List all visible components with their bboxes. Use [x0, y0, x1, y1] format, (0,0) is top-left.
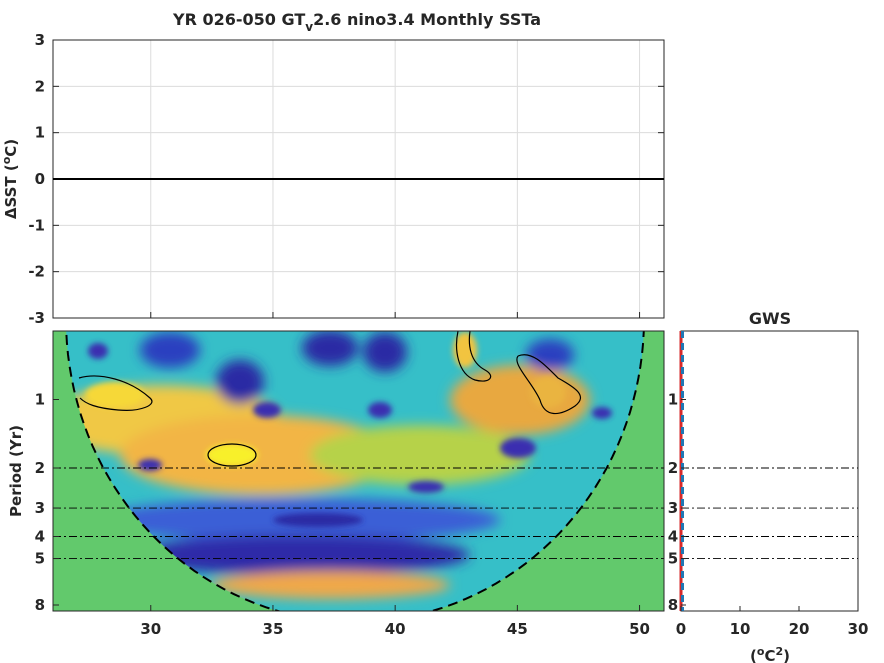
wavelet-reference-periods: [53, 467, 664, 560]
gws-xlabel: (oC2): [750, 645, 790, 663]
wavelet-features: [85, 332, 612, 527]
wavelet-ytick-label: 5: [35, 550, 45, 568]
sst-ytick-label: 0: [35, 170, 45, 188]
sst-ytick-label: -1: [28, 216, 45, 234]
sst-panel-title: YR 026-050 GTv2.6 nino3.4 Monthly SSTa: [172, 10, 541, 34]
gws-reference-periods: [681, 467, 858, 560]
cone-of-influence-mask: [53, 331, 664, 611]
gws-xtick-label: 10: [730, 620, 751, 638]
wavelet-xtick-label: 50: [629, 620, 650, 638]
gws-ytick-label: 5: [668, 550, 678, 568]
wavelet-ytick-label: 4: [35, 528, 45, 546]
wavelet-ytick-label: 8: [35, 596, 45, 614]
sst-ylabel: ΔSST (oC): [0, 139, 20, 219]
gws-ytick-label: 2: [668, 459, 678, 477]
wavelet-xtick-label: 30: [140, 620, 161, 638]
wavelet-ytick-label: 2: [35, 459, 45, 477]
wavelet-image: [53, 331, 664, 611]
gws-ytick-label: 3: [668, 499, 678, 517]
gws-xtick-label: 0: [676, 620, 686, 638]
wavelet-ytick-label: 1: [35, 391, 45, 409]
significance-contours: [78, 331, 581, 467]
gws-xtick-label: 30: [848, 620, 869, 638]
gws-xtick-label: 20: [789, 620, 810, 638]
gws-axes-box: [680, 330, 859, 612]
sst-ticks: 3 2 1 0 -1 -2 -3: [28, 31, 664, 327]
wavelet-ytick-label: 3: [35, 499, 45, 517]
sst-ytick-label: -2: [28, 263, 45, 281]
sst-panel: YR 026-050 GTv2.6 nino3.4 Monthly SSTa 3…: [0, 10, 665, 327]
gws-ytick-label: 4: [668, 528, 678, 546]
wavelet-xtick-label: 40: [385, 620, 406, 638]
gws-ticks: 1 2 3 4 5 8 0 10 20 30: [668, 391, 869, 638]
gws-title: GWS: [749, 309, 791, 328]
wavelet-xtick-label: 45: [507, 620, 528, 638]
sst-ytick-label: 1: [35, 124, 45, 142]
sst-ytick-label: -3: [28, 309, 45, 327]
sst-ytick-label: 2: [35, 77, 45, 95]
gws-ytick-label: 1: [668, 391, 678, 409]
cone-of-influence-line: [65, 331, 645, 611]
wavelet-xtick-label: 35: [263, 620, 284, 638]
sst-ytick-label: 3: [35, 31, 45, 49]
gws-ytick-label: 8: [668, 596, 678, 614]
gws-series: [679, 331, 684, 611]
wavelet-ylabel: Period (Yr): [7, 425, 25, 517]
gws-panel: GWS 1 2 3 4 5 8 0 10 20 30 (oC2): [668, 309, 869, 663]
wavelet-axes-box: [52, 330, 665, 612]
